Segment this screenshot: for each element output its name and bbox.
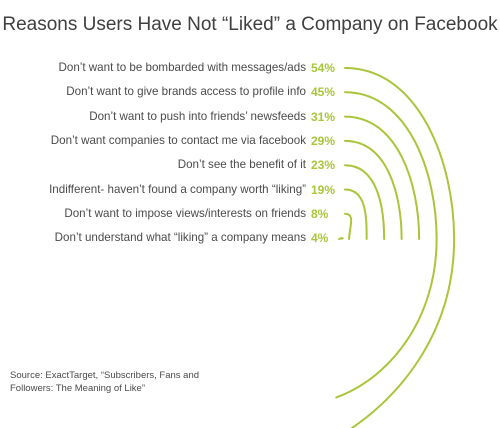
arc-mark <box>344 188 368 240</box>
arc-mark <box>344 212 353 240</box>
category-label: Don’t want to push into friends’ newsfee… <box>89 109 306 123</box>
value-label: 29% <box>311 133 336 148</box>
value-label: 8% <box>311 206 329 221</box>
arc-mark <box>344 164 386 240</box>
category-label: Don’t see the benefit of it <box>177 158 306 172</box>
category-label: Don’t want to impose views/interests on … <box>64 206 306 220</box>
category-label: Don’t want to give brands access to prof… <box>66 85 306 99</box>
arc-mark <box>344 139 403 240</box>
value-label: 4% <box>311 231 329 246</box>
category-label: Don’t want to be bombarded with messages… <box>58 61 306 74</box>
category-label: Don’t understand what “liking” a company… <box>54 231 306 245</box>
arc-mark <box>335 91 438 399</box>
value-label: 54% <box>311 61 336 75</box>
value-label: 23% <box>311 158 336 173</box>
arc-mark <box>338 237 344 240</box>
value-label: 45% <box>311 85 336 100</box>
category-label: Indifferent- haven’t found a company wor… <box>49 182 306 196</box>
arc-mark <box>344 115 421 240</box>
chart-title: Reasons Users Have Not “Liked” a Company… <box>2 14 498 35</box>
source-note: Source: ExactTarget, “Subscribers, Fans … <box>10 370 200 394</box>
value-label: 19% <box>311 182 336 197</box>
arc-mark <box>344 67 456 428</box>
category-label: Don’t want companies to contact me via f… <box>50 133 306 147</box>
value-label: 31% <box>311 109 336 124</box>
